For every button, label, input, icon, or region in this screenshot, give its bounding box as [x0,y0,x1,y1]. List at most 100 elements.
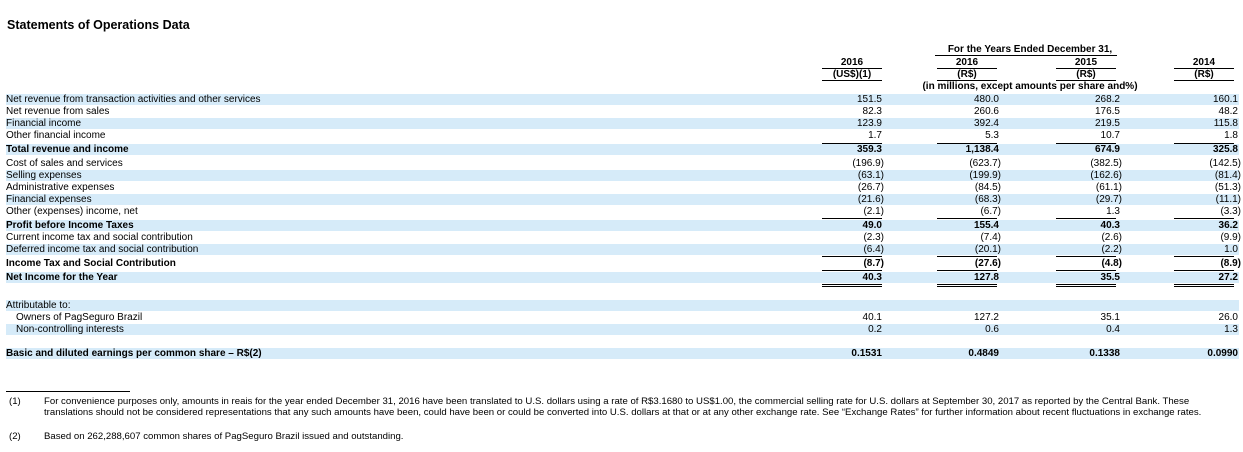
cell-brl-2016: 5.3 [985,130,999,141]
total-rule [937,270,997,271]
total-rule [822,218,882,219]
cell-usd-2016: 0.2 [868,324,882,335]
double-rule [937,284,997,285]
table-row: Net Income for the Year 40.3 127.8 35.5 … [6,272,1239,283]
cell-brl-2014: (8.9) [1220,258,1241,269]
cell-usd-2016: (2.1) [863,206,884,217]
col-year-brl-2016: 2016 [955,57,979,68]
table-row: Non-controlling interests 0.2 0.6 0.4 1.… [6,324,1239,335]
col-rule-brl-2015-bottom [1056,80,1116,81]
cell-brl-2014: (3.3) [1220,206,1241,217]
cell-usd-2016: 123.9 [856,118,882,129]
row-label: Net revenue from sales [6,106,110,117]
cell-usd-2016: 49.0 [862,220,882,231]
cell-brl-2014: 48.2 [1218,106,1238,117]
cell-usd-2016: (21.6) [857,194,884,205]
table-row: Current income tax and social contributi… [6,232,1241,243]
cell-usd-2016: 40.3 [862,272,882,283]
cell-brl-2016: (7.4) [980,232,1001,243]
double-rule [1056,284,1116,285]
cell-brl-2015: (4.8) [1101,258,1122,269]
cell-brl-2015: 40.3 [1100,220,1120,231]
col-rule-usd-2016-bottom [822,80,882,81]
table-row: Cost of sales and services (196.9) (623.… [6,158,1241,169]
cell-brl-2016: (20.1) [974,244,1001,255]
total-rule [1056,143,1116,144]
row-label: Total revenue and income [6,144,129,155]
col-year-usd-2016: 2016 [840,57,864,68]
table-row: Financial expenses (21.6) (68.3) (29.7) … [6,194,1241,205]
cell-brl-2014: 27.2 [1218,272,1238,283]
row-label: Owners of PagSeguro Brazil [16,312,143,323]
row-label: Cost of sales and services [6,158,123,169]
cell-brl-2014: 325.8 [1212,144,1238,155]
cell-brl-2014: (142.5) [1209,158,1241,169]
cell-brl-2016: (84.5) [974,182,1001,193]
total-rule [1174,256,1234,257]
cell-usd-2016: 1.7 [868,130,882,141]
total-rule [937,143,997,144]
cell-brl-2014: (9.9) [1220,232,1241,243]
row-label: Financial income [6,118,82,129]
total-rule [822,143,882,144]
cell-brl-2015: 0.4 [1106,324,1120,335]
cell-brl-2015: 10.7 [1100,130,1120,141]
double-rule [1174,286,1234,287]
table-row: Profit before Income Taxes 49.0 155.4 40… [6,220,1239,231]
row-label: Financial expenses [6,194,92,205]
cell-brl-2015: (2.6) [1101,232,1122,243]
total-rule [1056,270,1116,271]
row-label: Attributable to: [6,300,71,311]
cell-brl-2016: 0.4849 [968,348,999,359]
table-row: Net revenue from sales 82.3 260.6 176.5 … [6,106,1239,117]
double-rule [822,284,882,285]
row-label: Non-controlling interests [16,324,124,335]
double-rule [1056,286,1116,287]
cell-brl-2014: 160.1 [1212,94,1238,105]
total-rule [1056,256,1116,257]
table-row: Financial income 123.9 392.4 219.5 115.8 [6,118,1239,129]
col-year-brl-2015: 2015 [1074,57,1098,68]
total-rule [1174,143,1234,144]
cell-brl-2016: (6.7) [980,206,1001,217]
cell-brl-2016: (27.6) [974,258,1001,269]
col-rule-brl-2016-bottom [937,80,997,81]
col-rule-brl-2016-top [937,68,997,69]
cell-brl-2015: (2.2) [1101,244,1122,255]
cell-brl-2014: 26.0 [1218,312,1238,323]
cell-usd-2016: (8.7) [863,258,884,269]
cell-usd-2016: 151.5 [856,94,882,105]
footnote-text: Based on 262,288,607 common shares of Pa… [44,431,404,442]
col-currency-brl-2015: (R$) [1076,69,1096,80]
col-currency-usd-2016: (US$)(1) [832,69,872,80]
cell-brl-2014: (11.1) [1215,194,1241,205]
table-row: Basic and diluted earnings per common sh… [6,348,1239,359]
col-currency-brl-2016: (R$) [957,69,977,80]
total-rule [937,218,997,219]
col-rule-brl-2014-top [1174,68,1234,69]
period-header: For the Years Ended December 31, [947,44,1113,55]
cell-brl-2016: (199.9) [969,170,1001,181]
col-currency-brl-2014: (R$) [1194,69,1214,80]
row-label: Net revenue from transaction activities … [6,94,261,105]
cell-brl-2016: 0.6 [985,324,999,335]
cell-usd-2016: 0.1531 [851,348,882,359]
cell-usd-2016: (2.3) [863,232,884,243]
col-rule-brl-2015-top [1056,68,1116,69]
cell-usd-2016: 40.1 [862,312,882,323]
cell-brl-2016: (623.7) [969,158,1001,169]
table-row: Total revenue and income 359.3 1,138.4 6… [6,144,1239,155]
cell-brl-2015: (162.6) [1090,170,1122,181]
cell-brl-2015: 268.2 [1094,94,1120,105]
table-row: Other financial income 1.7 5.3 10.7 1.8 [6,130,1239,141]
cell-brl-2014: 36.2 [1218,220,1238,231]
cell-brl-2015: 219.5 [1094,118,1120,129]
cell-brl-2014: 1.3 [1224,324,1238,335]
units-note: (in millions, except amounts per share a… [922,81,1138,92]
row-label: Net Income for the Year [6,272,118,283]
double-rule [937,286,997,287]
cell-brl-2015: (382.5) [1090,158,1122,169]
table-row: Administrative expenses (26.7) (84.5) (6… [6,182,1241,193]
cell-brl-2015: 674.9 [1094,144,1120,155]
row-label: Profit before Income Taxes [6,220,134,231]
